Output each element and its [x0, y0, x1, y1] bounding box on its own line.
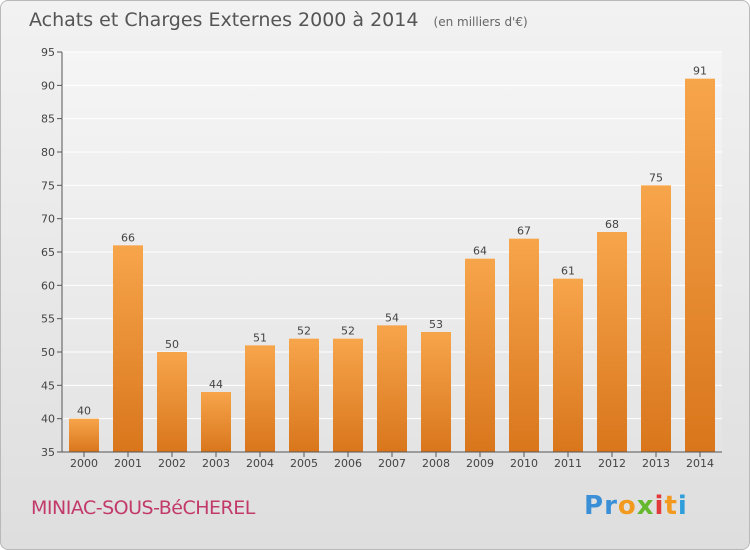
proxiti-logo[interactable]: Proxiti	[584, 491, 688, 521]
bar-2013	[641, 185, 671, 453]
bar-2006	[333, 338, 363, 452]
data-label-2007: 54	[385, 311, 399, 324]
chart-title: Achats et Charges Externes 2000 à 2014	[29, 9, 419, 31]
data-label-2010: 67	[517, 225, 531, 238]
data-label-2012: 68	[605, 218, 619, 231]
chart-unit: (en milliers d'€)	[433, 15, 528, 29]
x-tick-label-2007: 2007	[378, 457, 406, 470]
y-tick-label: 70	[41, 213, 55, 226]
bar-2002	[157, 352, 187, 452]
x-tick-label-2013: 2013	[642, 457, 670, 470]
bar-2012	[597, 232, 627, 452]
x-tick-label-2003: 2003	[202, 457, 230, 470]
bar-2003	[201, 392, 231, 452]
data-label-2003: 44	[209, 378, 223, 391]
y-tick-label: 55	[41, 313, 55, 326]
data-label-2005: 52	[297, 325, 311, 338]
bar-2007	[377, 325, 407, 452]
x-tick-label-2001: 2001	[114, 457, 142, 470]
x-tick-label-2008: 2008	[422, 457, 450, 470]
y-tick-label: 35	[41, 446, 55, 459]
x-tick-label-2006: 2006	[334, 457, 362, 470]
bar-2001	[113, 245, 143, 452]
y-tick-label: 85	[41, 113, 55, 126]
y-tick-label: 75	[41, 179, 55, 192]
bar-2008	[421, 332, 451, 452]
bar-2014	[685, 78, 715, 453]
bar-2005	[289, 338, 319, 452]
logo-letter: r	[604, 491, 618, 521]
bar-2009	[465, 258, 495, 452]
bar-2010	[509, 238, 539, 452]
x-tick-label-2010: 2010	[510, 457, 538, 470]
x-tick-label-2011: 2011	[554, 457, 582, 470]
x-tick-label-2000: 2000	[70, 457, 98, 470]
chart-title-area: Achats et Charges Externes 2000 à 2014 (…	[29, 9, 528, 31]
commune-name: MINIAC-SOUS-BéCHEREL	[31, 497, 255, 519]
logo-letter: o	[617, 491, 637, 521]
y-tick-label: 90	[41, 79, 55, 92]
y-tick-label: 65	[41, 246, 55, 259]
bar-2011	[553, 278, 583, 452]
x-tick-label-2014: 2014	[686, 457, 714, 470]
logo-letter: i	[677, 491, 688, 521]
data-label-2004: 51	[253, 331, 267, 344]
y-tick-label: 80	[41, 146, 55, 159]
y-tick-label: 50	[41, 346, 55, 359]
x-tick-label-2004: 2004	[246, 457, 274, 470]
y-tick-label: 45	[41, 379, 55, 392]
bar-2000	[69, 418, 99, 452]
data-label-2002: 50	[165, 338, 179, 351]
x-tick-label-2012: 2012	[598, 457, 626, 470]
data-label-2014: 91	[693, 65, 707, 78]
bars-group: 40 66 50 44 51 52 52 54 53 64 67 61 68 75 91	[69, 65, 715, 453]
y-tick-label: 60	[41, 279, 55, 292]
data-label-2013: 75	[649, 171, 663, 184]
data-label-2008: 53	[429, 318, 443, 331]
logo-letter: x	[636, 491, 655, 521]
data-label-2001: 66	[121, 231, 135, 244]
data-label-2000: 40	[77, 405, 91, 418]
data-label-2006: 52	[341, 325, 355, 338]
data-label-2011: 61	[561, 265, 575, 278]
logo-letter: i	[654, 491, 665, 521]
y-tick-label: 40	[41, 413, 55, 426]
logo-letter: t	[664, 491, 678, 521]
y-tick-label: 95	[41, 46, 55, 59]
data-label-2009: 64	[473, 245, 487, 258]
x-tick-label-2002: 2002	[158, 457, 186, 470]
x-tick-label-2005: 2005	[290, 457, 318, 470]
axes: 35 40 45 50 55 60 65 70 75 80 85 90 95 2000 2001 2002 20…	[41, 46, 722, 470]
x-tick-label-2009: 2009	[466, 457, 494, 470]
logo-letter: P	[584, 491, 605, 521]
bar-2004	[245, 345, 275, 452]
